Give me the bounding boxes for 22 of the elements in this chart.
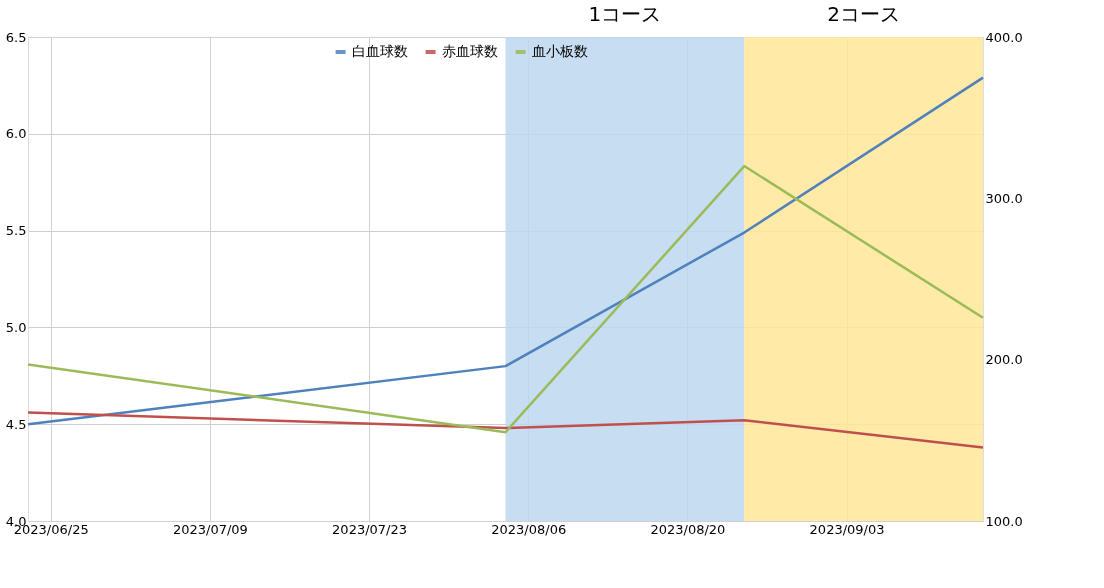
y2-tick-label: 400.0 bbox=[985, 29, 1023, 45]
y2-tick-label: 300.0 bbox=[985, 190, 1023, 206]
y2-tick-label: 100.0 bbox=[985, 513, 1023, 529]
y-tick-label: 5.0 bbox=[5, 319, 27, 335]
x-tick-label: 2023/07/23 bbox=[332, 521, 408, 537]
line-series bbox=[26, 411, 985, 449]
x-tick-label: 2023/09/03 bbox=[809, 521, 885, 537]
band-label: 2コース bbox=[827, 2, 900, 26]
y-tick-label: 4.5 bbox=[5, 416, 27, 432]
y-tick-label: 6.5 bbox=[5, 29, 27, 45]
line-series bbox=[26, 76, 985, 426]
band-label: 1コース bbox=[588, 2, 662, 26]
y-tick-label: 5.5 bbox=[5, 223, 27, 239]
x-tick-label: 2023/08/20 bbox=[650, 521, 726, 537]
line-series bbox=[26, 164, 985, 434]
y-tick-label: 6.0 bbox=[5, 126, 27, 142]
x-tick-label: 2023/08/06 bbox=[491, 521, 567, 537]
x-tick-label: 2023/07/09 bbox=[172, 521, 248, 537]
legend-label: 白血球数 bbox=[351, 43, 408, 59]
y2-tick-label: 200.0 bbox=[985, 352, 1023, 368]
legend-label: 赤血球数 bbox=[441, 43, 498, 59]
legend-label: 血小板数 bbox=[531, 43, 588, 59]
